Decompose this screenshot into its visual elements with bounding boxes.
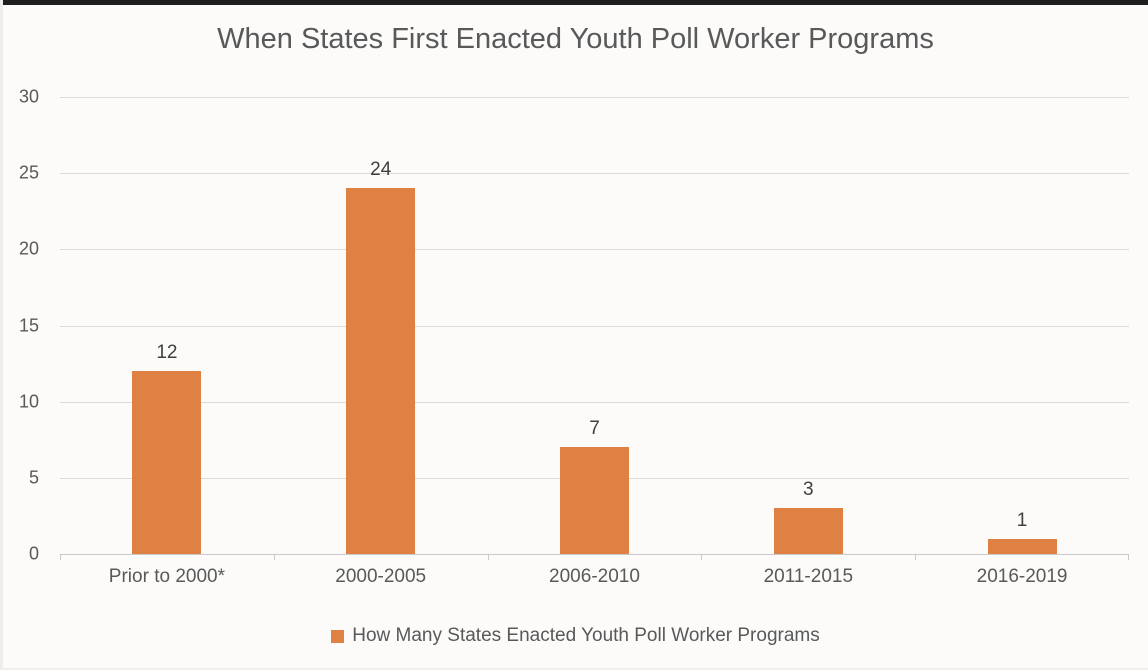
bar [132,371,202,554]
bar [773,508,843,554]
x-axis-label: 2006-2010 [549,566,640,587]
bar-group: 12 [60,97,274,554]
axis-boundary-tick [60,554,61,560]
chart-title: When States First Enacted Youth Poll Wor… [217,23,934,55]
legend-swatch-icon [331,629,345,643]
y-axis-tick-label: 25 [18,162,39,183]
axis-boundary-tick [273,554,275,560]
gridline [60,325,1129,327]
gridline [60,401,1129,403]
y-axis-tick-label: 20 [18,238,39,259]
x-axis-label: 2000-2005 [335,566,427,587]
axis-boundary-tick [487,554,489,560]
bar-value-label: 12 [156,342,178,364]
bar-group: 3 [701,97,915,554]
y-axis-tick-label: 10 [18,391,39,412]
chart-legend: How Many States Enacted Youth Poll Worke… [3,624,1148,648]
top-border-strip [3,0,1148,5]
axis-boundary-tick [915,554,917,560]
axis-boundary-tick [1128,554,1129,560]
legend-label: How Many States Enacted Youth Poll Worke… [352,625,820,646]
x-axis-label: 2011-2015 [763,566,854,587]
bar [559,447,629,554]
bar-value-label: 7 [589,418,600,440]
y-axis-tick-label: 15 [18,315,39,335]
bar-group: 24 [274,97,488,554]
gridline [60,97,1129,98]
x-axis-label: Prior to 2000* [108,566,225,587]
gridline [60,249,1129,251]
y-axis-tick-label: 0 [28,543,39,564]
bar [346,188,416,554]
bar-value-label: 24 [370,159,392,181]
bar-value-label: 1 [1016,509,1028,531]
plot-area: 0 5 10 15 20 25 30 12 Prior to 2000* 24 2000-2005 7… [19,87,1129,587]
y-axis-tick-label: 5 [28,467,39,488]
y-axis-tick-label: 30 [18,86,39,107]
axis-boundary-tick [701,554,703,560]
x-axis-line [60,554,1129,555]
bar-group: 7 [488,97,702,554]
x-axis-label: 2016-2019 [976,566,1068,587]
bar-value-label: 3 [803,479,814,501]
gridline [60,173,1129,175]
bar [987,538,1057,554]
bar-group: 1 [915,97,1129,554]
